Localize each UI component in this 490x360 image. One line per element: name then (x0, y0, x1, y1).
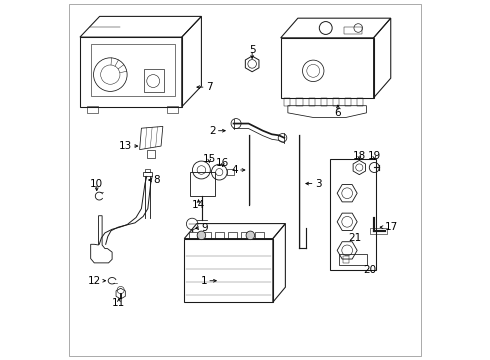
Text: 4: 4 (231, 165, 238, 175)
Bar (339, 254, 367, 265)
Bar (330, 159, 376, 270)
Text: 18: 18 (353, 151, 366, 161)
Text: 20: 20 (363, 265, 376, 275)
Bar (215, 232, 224, 239)
Text: 15: 15 (203, 154, 216, 163)
Text: 11: 11 (112, 298, 125, 308)
Bar (147, 150, 155, 158)
Circle shape (246, 231, 255, 240)
Bar (87, 106, 98, 113)
Bar (202, 232, 211, 239)
Circle shape (197, 231, 206, 240)
Text: 3: 3 (315, 179, 321, 189)
Bar (189, 232, 197, 239)
Bar (344, 27, 362, 34)
Text: 21: 21 (348, 233, 362, 243)
Bar (144, 69, 164, 93)
Text: 10: 10 (90, 179, 103, 189)
Text: 5: 5 (249, 45, 255, 55)
Bar (228, 232, 237, 239)
Text: 7: 7 (206, 82, 212, 92)
Text: 14: 14 (192, 200, 205, 210)
Bar (168, 106, 178, 113)
Text: 1: 1 (200, 276, 207, 286)
Text: 2: 2 (209, 126, 216, 136)
Bar (143, 172, 152, 176)
Text: 16: 16 (216, 158, 229, 168)
Text: 19: 19 (368, 151, 381, 161)
Bar (370, 228, 387, 234)
Bar (242, 232, 250, 239)
Text: 8: 8 (153, 175, 159, 185)
Text: 6: 6 (335, 108, 341, 118)
Text: 9: 9 (201, 223, 208, 233)
Text: 17: 17 (384, 222, 397, 232)
Bar (255, 232, 264, 239)
Bar (190, 172, 215, 196)
Bar (343, 256, 349, 262)
Text: 12: 12 (88, 276, 101, 286)
Text: 13: 13 (119, 141, 132, 151)
Bar (227, 169, 234, 175)
Bar (145, 169, 150, 172)
